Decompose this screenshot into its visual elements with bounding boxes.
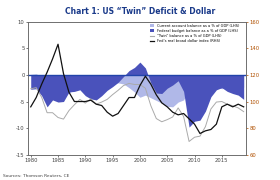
Text: Sources: Thomson Reuters, CE: Sources: Thomson Reuters, CE [3,174,69,178]
Text: Chart 1: US “Twin” Deficit & Dollar: Chart 1: US “Twin” Deficit & Dollar [65,7,215,16]
Legend: Current account balance as a % of GDP (LHS), Federal budget balance as a % of GD: Current account balance as a % of GDP (L… [149,23,240,44]
